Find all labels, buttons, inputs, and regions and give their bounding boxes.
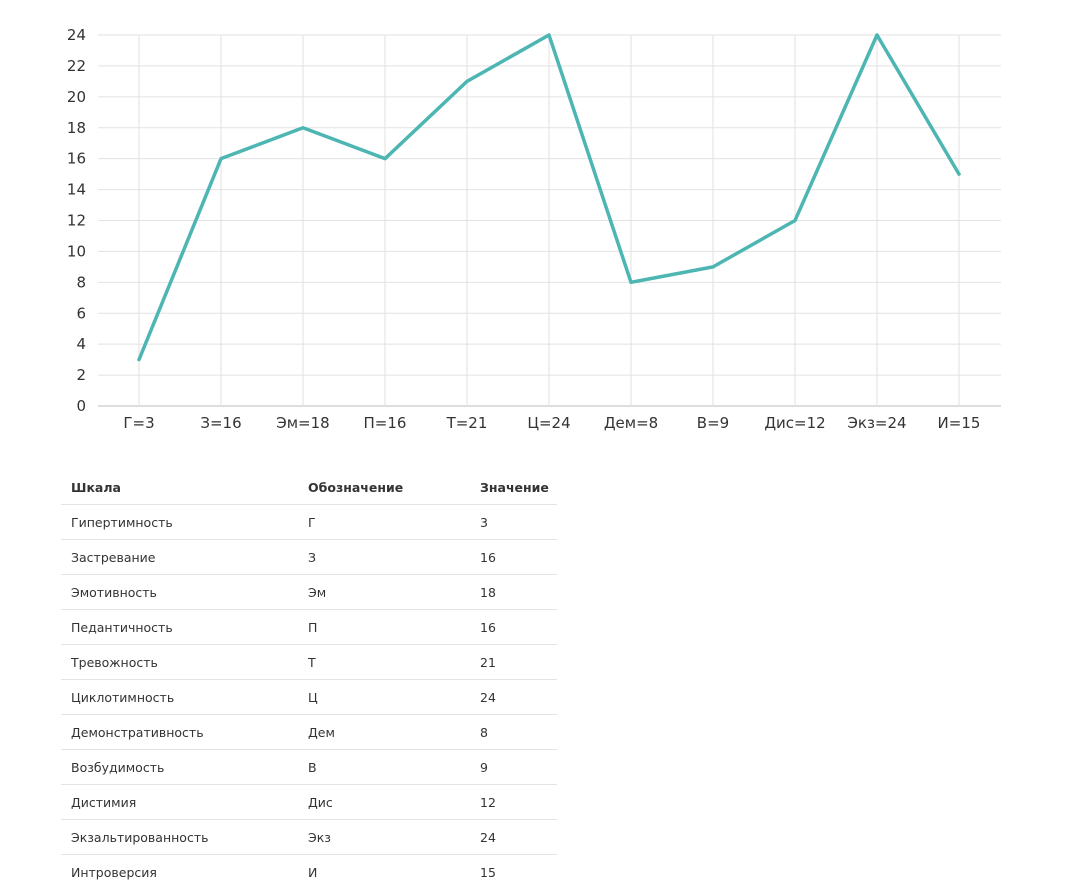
y-tick-label: 2 [76, 366, 86, 384]
cell-value: 24 [470, 819, 557, 855]
x-tick-label: Т=21 [446, 414, 488, 432]
x-tick-label: В=9 [697, 414, 729, 432]
cell-value: 3 [470, 504, 557, 540]
cell-value: 15 [480, 864, 496, 880]
x-tick-label: П=16 [364, 414, 407, 432]
cell-code: П [298, 609, 470, 645]
y-tick-label: 10 [67, 242, 86, 260]
cell-value: 18 [470, 574, 557, 610]
scales-table: Шкала Обозначение Значение Гипертимность… [61, 470, 557, 889]
y-tick-label: 22 [67, 57, 86, 75]
cell-code: Эм [298, 574, 470, 610]
cell-scale: Интроверсия [71, 864, 157, 880]
cell-scale: Дистимия [61, 784, 298, 820]
x-tick-label: И=15 [938, 414, 981, 432]
cell-value: 16 [470, 539, 557, 575]
y-tick-label: 12 [67, 212, 86, 230]
cell-scale: Циклотимность [61, 679, 298, 715]
table-row: Демонстративность Дем 8 [61, 714, 557, 750]
cell-scale: Застревание [61, 539, 298, 575]
header-code: Обозначение [298, 470, 470, 505]
table-row: Застревание З 16 [61, 539, 557, 575]
series-line [137, 33, 961, 362]
table-header-row: Шкала Обозначение Значение [61, 470, 557, 505]
cell-code: Ц [298, 679, 470, 715]
cell-scale: Демонстративность [61, 714, 298, 750]
table-row: Тревожность Т 21 [61, 644, 557, 680]
cell-value: 21 [470, 644, 557, 680]
table-row: Циклотимность Ц 24 [61, 679, 557, 715]
table-row: Педантичность П 16 [61, 609, 557, 645]
cell-code: И [308, 864, 318, 880]
x-tick-label: Эм=18 [276, 414, 329, 432]
cell-code: В [298, 749, 470, 785]
y-tick-label: 0 [76, 397, 86, 415]
y-tick-label: 6 [76, 304, 86, 322]
x-tick-label: З=16 [200, 414, 241, 432]
cell-value: 12 [470, 784, 557, 820]
cell-scale: Тревожность [61, 644, 298, 680]
cell-value: 24 [470, 679, 557, 715]
y-tick-label: 14 [67, 181, 86, 199]
x-tick-label: Дем=8 [604, 414, 658, 432]
x-tick-label: Г=3 [123, 414, 154, 432]
header-scale: Шкала [61, 470, 298, 505]
table-row: Гипертимность Г 3 [61, 504, 557, 540]
cell-scale: Возбудимость [61, 749, 298, 785]
chart-grid [98, 34, 1001, 407]
x-tick-label: Ц=24 [527, 414, 570, 432]
cell-scale: Педантичность [61, 609, 298, 645]
x-axis: Г=3 З=16 Эм=18 П=16 Т=21 Ц=24 Дем=8 В=9 Дис=12 Эк… [123, 414, 980, 432]
cell-code: Т [298, 644, 470, 680]
cell-code: З [298, 539, 470, 575]
table-row: Возбудимость В 9 [61, 749, 557, 785]
y-tick-label: 20 [67, 88, 86, 106]
y-tick-label: 4 [76, 335, 86, 353]
table-row: Интроверсия И 15 [61, 855, 557, 890]
table-row: Дистимия Дис 12 [61, 784, 557, 820]
table-row: Экзальтированность Экз 24 [61, 819, 557, 855]
cell-scale: Гипертимность [61, 504, 298, 540]
y-tick-label: 16 [67, 150, 86, 168]
cell-code: Экз [298, 819, 470, 855]
cell-code: Дис [298, 784, 470, 820]
cell-value: 8 [470, 714, 557, 750]
y-tick-label: 24 [67, 26, 86, 44]
cell-scale: Экзальтированность [61, 819, 298, 855]
cell-value: 16 [470, 609, 557, 645]
table-row: Эмотивность Эм 18 [61, 574, 557, 610]
x-tick-label: Экз=24 [847, 414, 906, 432]
y-tick-label: 8 [76, 273, 86, 291]
cell-scale: Эмотивность [61, 574, 298, 610]
cell-value: 9 [470, 749, 557, 785]
x-tick-label: Дис=12 [764, 414, 825, 432]
cell-code: Г [298, 504, 470, 540]
series-layer [137, 33, 961, 362]
header-value: Значение [470, 470, 557, 505]
y-tick-label: 18 [67, 119, 86, 137]
cell-code: Дем [298, 714, 470, 750]
